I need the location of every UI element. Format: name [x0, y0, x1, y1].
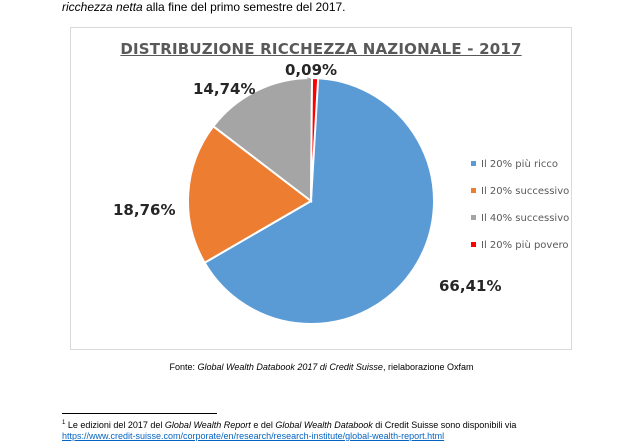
intro-rest: alla fine del primo semestre del 2017.: [142, 0, 346, 14]
footnote: 1 Le edizioni del 2017 del Global Wealth…: [62, 418, 516, 442]
footnote-link[interactable]: https://www.credit-suisse.com/corporate/…: [62, 431, 445, 441]
source-italic: Global Wealth Databook 2017 di Credit Su…: [197, 362, 383, 372]
legend-label: Il 20% più ricco: [481, 158, 558, 170]
intro-text: ricchezza netta alla fine del primo seme…: [62, 0, 346, 14]
footnote-text-1: Le edizioni del 2017 del: [65, 420, 165, 430]
pie-chart: 66,41% 18,76% 14,74% 0,09% Il 20% più ricco I…: [113, 61, 569, 325]
footnote-text-2: e del: [250, 420, 276, 430]
legend-label: Il 40% successivo: [481, 213, 569, 224]
source-caption: Fonte: Global Wealth Databook 2017 di Cr…: [0, 362, 643, 372]
footnote-text-3: di Credit Suisse sono disponibili via: [372, 420, 517, 430]
slice-data-label: 18,76%: [113, 201, 175, 219]
legend-label: Il 20% più povero: [481, 239, 569, 251]
legend-swatch: [471, 188, 476, 193]
chart-title: DISTRIBUZIONE RICCHEZZA NAZIONALE - 2017: [120, 40, 522, 58]
footnote-number: 1: [62, 420, 66, 426]
label-leader-line: [306, 77, 312, 80]
footnote-divider: [62, 413, 217, 414]
footnote-italic-2: Global Wealth Databook: [275, 420, 373, 430]
slice-data-label: 0,09%: [285, 61, 337, 79]
legend-swatch: [471, 161, 476, 166]
pie-slice: [211, 77, 314, 204]
source-prefix: Fonte:: [169, 362, 198, 372]
slice-data-label: 14,74%: [193, 80, 255, 98]
slice-data-label: 66,41%: [439, 277, 501, 295]
pie-slice: [310, 76, 320, 202]
legend-swatch: [471, 215, 476, 220]
chart-container: DISTRIBUZIONE RICCHEZZA NAZIONALE - 2017…: [70, 27, 572, 350]
pie-slice: [187, 124, 313, 265]
legend-swatch: [471, 242, 476, 247]
footnote-italic-1: Global Wealth Report: [164, 420, 251, 430]
intro-italic: ricchezza netta: [62, 0, 143, 14]
legend-label: Il 20% successivo: [481, 186, 569, 197]
source-suffix: , rielaborazione Oxfam: [382, 362, 474, 372]
pie-slice: [203, 76, 435, 325]
